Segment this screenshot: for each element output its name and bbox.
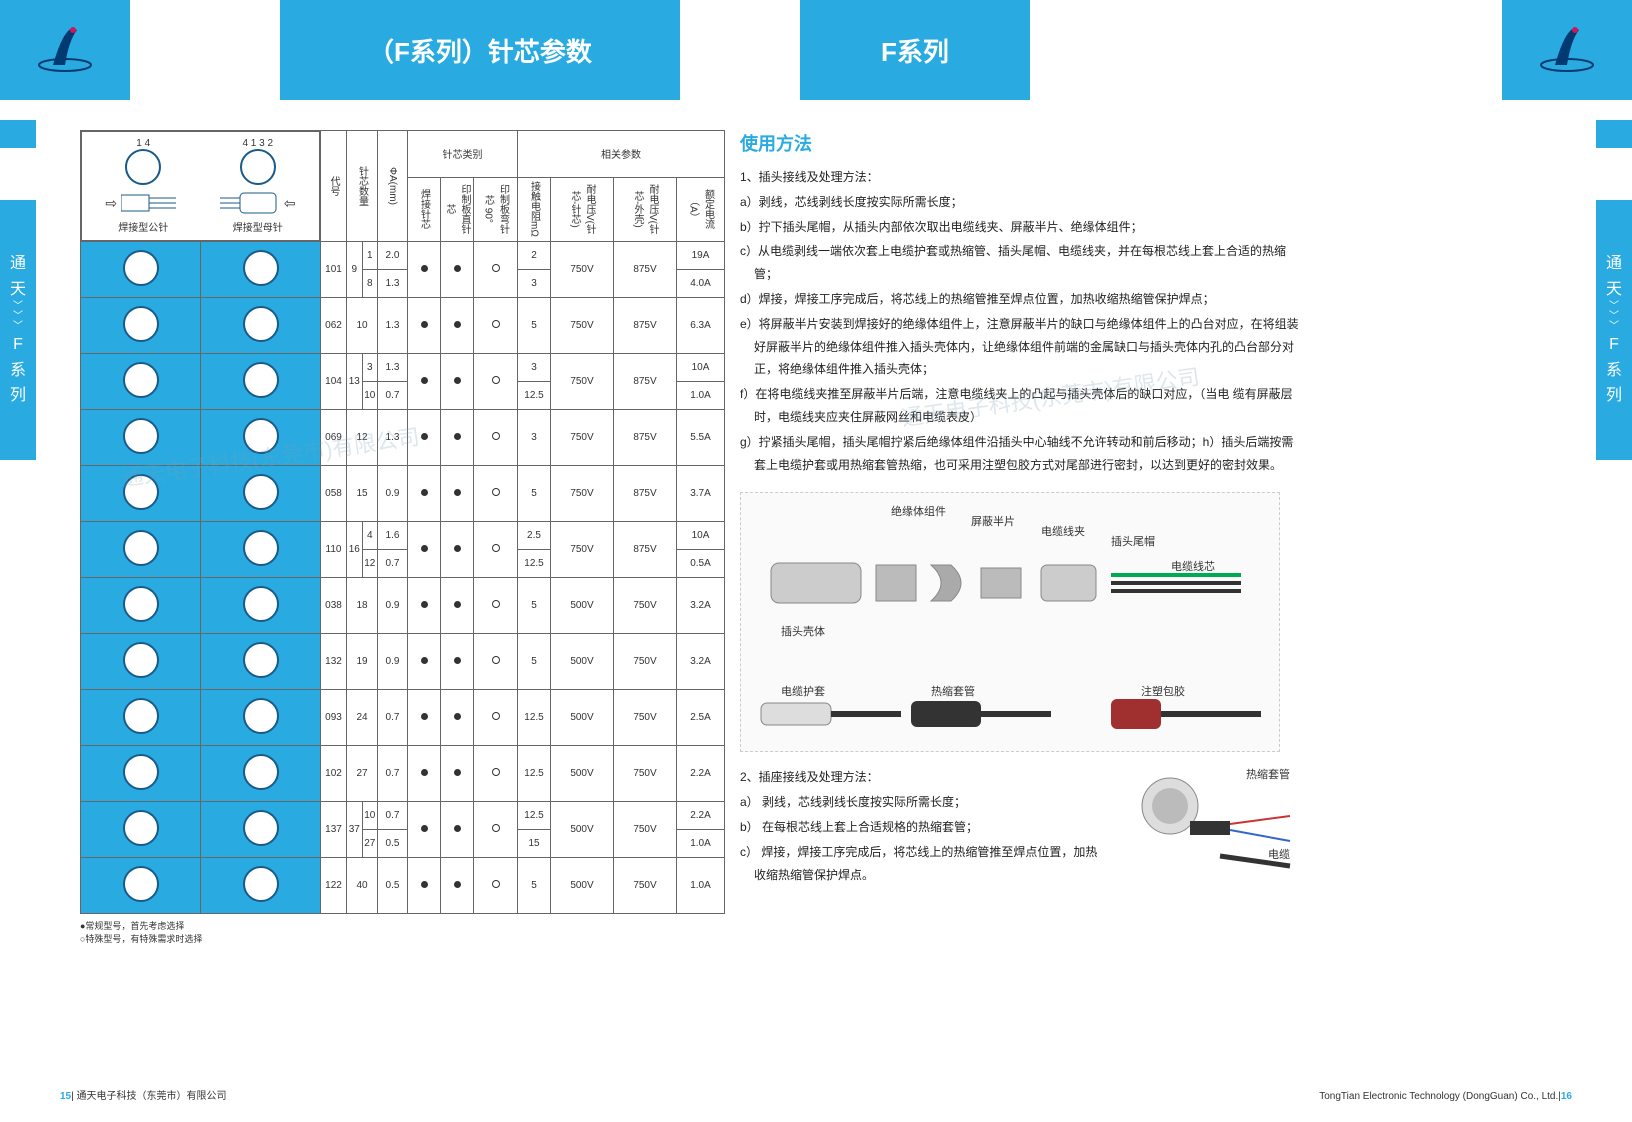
assembly-diagram: 插头壳体 绝缘体组件 屏蔽半片 电缆线夹 插头尾帽 电缆线芯 电缆护套 热缩套管… (740, 492, 1280, 752)
side-char: 系 (1606, 358, 1622, 384)
table-body: 101 9 1 2.0 2 750V 875V 19A 8 1.3 3 4.0A… (81, 242, 725, 914)
group-params: 相关参数 (518, 131, 725, 178)
socket-svg (1120, 766, 1300, 886)
male-label: 焊接型公针 (118, 219, 168, 234)
side-char: 通 (10, 251, 26, 277)
spec-table: 1 4 4 1 3 2 ⇨ (80, 130, 725, 914)
side-tab-right: 通 天 ﹀﹀﹀ F 系 列 (1596, 200, 1632, 460)
connector-face-icon (125, 149, 161, 185)
connector-face-icon (240, 149, 276, 185)
chevron-down-icon: ﹀﹀﹀ (13, 302, 23, 332)
side-char: 列 (1606, 383, 1622, 409)
page-left: 1 4 4 1 3 2 ⇨ (80, 130, 730, 945)
group-pin-type: 针芯类别 (408, 131, 518, 178)
pin-number-label: 4 1 3 2 (240, 138, 276, 149)
page-right: 使用方法 1、插头接线及处理方法： a）剥线，芯线剥线长度按实际所需长度；b）拧… (740, 130, 1300, 889)
side-char: F (13, 332, 23, 358)
header-bar: （F系列）针芯参数 F系列 (0, 0, 1632, 100)
label-heatshrink: 热缩套管 (1246, 766, 1290, 782)
side-char: F (1609, 332, 1619, 358)
col-v1: 耐电压V(针芯-针芯) (551, 177, 614, 241)
footnotes: ●常规型号，首先考虑选择 ○特殊型号，有特殊需求时选择 (80, 920, 730, 945)
page-footer-left: 15| 通天电子科技（东莞市）有限公司 (60, 1087, 227, 1102)
arrow-icon: ⇨ (105, 195, 117, 212)
page-title-right: F系列 (800, 0, 1030, 100)
footer-text: TongTian Electronic Technology (DongGuan… (1319, 1091, 1561, 1102)
page-number: 15 (60, 1091, 71, 1102)
page-title-left: （F系列）针芯参数 (280, 0, 680, 100)
col-dia: ΦA(mm) (378, 131, 408, 242)
col-code: 代号 (321, 131, 347, 242)
logo-box-right (1502, 0, 1632, 100)
col-v2: 耐电压V(针芯-外壳) (614, 177, 677, 241)
col-cur: 额定电流（A） (677, 177, 725, 241)
chevron-down-icon: ﹀﹀﹀ (1609, 302, 1619, 332)
col-pcb-b: 印制板弯针芯 90° (474, 177, 518, 241)
usage-section-title: 2、插座接线及处理方法： (740, 766, 1100, 789)
side-tab-left: 通 天 ﹀﹀﹀ F 系 列 (0, 200, 36, 460)
assembly-svg (741, 493, 1281, 753)
side-char: 通 (1606, 251, 1622, 277)
usage-list-1: 1、插头接线及处理方法： a）剥线，芯线剥线长度按实际所需长度；b）拧下插头尾帽… (740, 166, 1300, 476)
col-pcb-s: 印制板直针芯 (441, 177, 474, 241)
male-pin-icon (121, 191, 181, 215)
side-char: 系 (10, 358, 26, 384)
col-res: 接触电阻mΩ (518, 177, 551, 241)
side-char: 列 (10, 383, 26, 409)
page-footer-right: TongTian Electronic Technology (DongGuan… (1319, 1091, 1572, 1102)
footer-text: | 通天电子科技（东莞市）有限公司 (71, 1091, 226, 1102)
arrow-icon: ⇦ (284, 195, 296, 212)
side-char: 天 (10, 277, 26, 303)
connector-diagram-header: 1 4 4 1 3 2 ⇨ (81, 131, 320, 241)
female-pin-icon (220, 191, 280, 215)
usage-list-2: 2、插座接线及处理方法： a） 剥线，芯线剥线长度按实际所需长度；b） 在每根芯… (740, 766, 1100, 889)
usage-title: 使用方法 (740, 130, 1300, 156)
female-label: 焊接型母针 (233, 219, 283, 234)
side-char: 天 (1606, 277, 1622, 303)
logo-icon (1537, 20, 1597, 80)
col-count: 针芯数量 (347, 131, 378, 242)
footnote-line: ○特殊型号，有特殊需求时选择 (80, 933, 730, 946)
col-solder: 焊接针芯 (408, 177, 441, 241)
label-cable: 电缆 (1268, 846, 1290, 862)
footnote-line: ●常规型号，首先考虑选择 (80, 920, 730, 933)
usage-section-title: 1、插头接线及处理方法： (740, 166, 1300, 189)
logo-icon (35, 20, 95, 80)
page-number: 16 (1561, 1091, 1572, 1102)
pin-number-label: 1 4 (125, 138, 161, 149)
side-accent (0, 120, 36, 148)
side-accent (1596, 120, 1632, 148)
logo-box-left (0, 0, 130, 100)
socket-diagram: 热缩套管 电缆 (1120, 766, 1300, 889)
